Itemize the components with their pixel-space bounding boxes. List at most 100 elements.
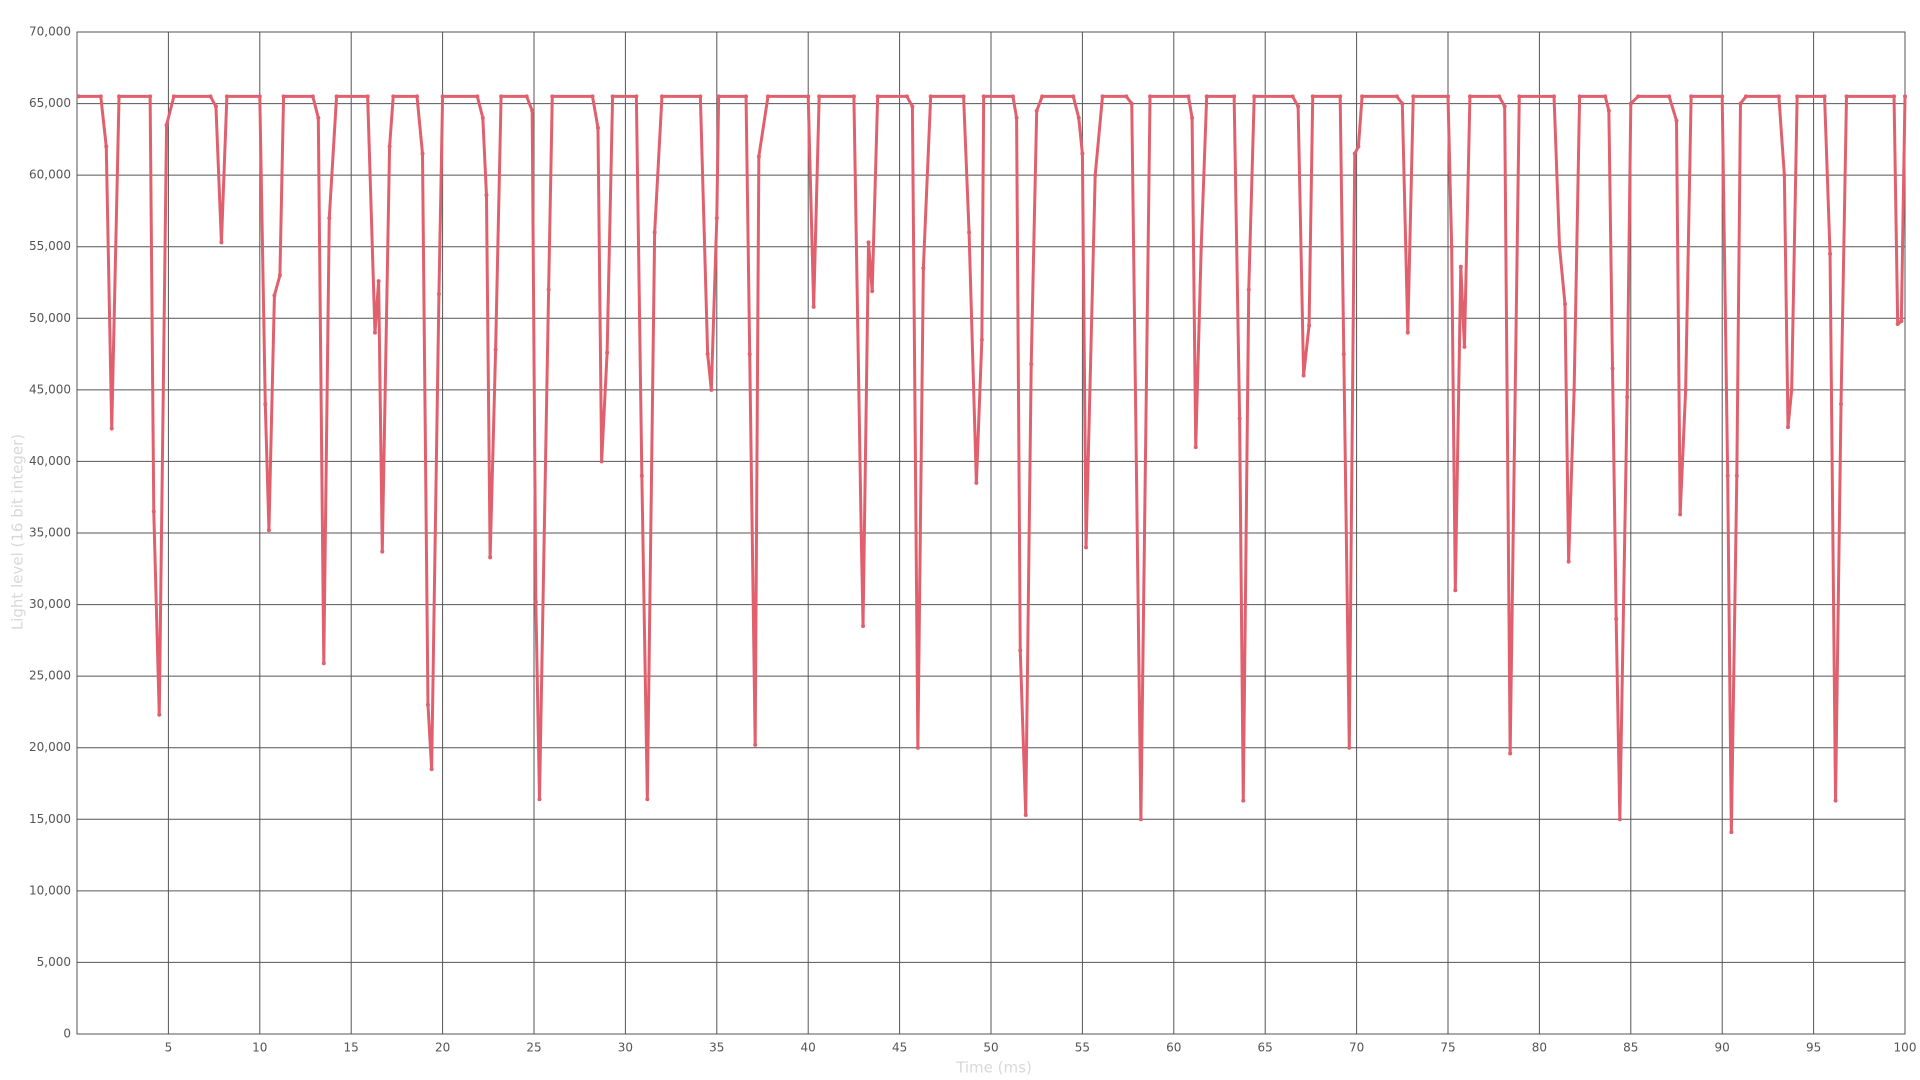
x-tick-label: 75: [1440, 1041, 1455, 1055]
y-tick-label: 35,000: [29, 526, 71, 540]
data-point: [1720, 94, 1725, 99]
x-tick-label: 50: [983, 1041, 998, 1055]
data-point: [599, 459, 604, 464]
data-point: [429, 767, 434, 772]
data-point: [1093, 173, 1098, 178]
data-point: [1338, 94, 1343, 99]
data-point: [257, 94, 262, 99]
data-point: [1903, 94, 1907, 99]
data-point: [475, 94, 480, 99]
x-axis-title: Time (ms): [955, 1059, 1032, 1077]
data-point: [1458, 264, 1463, 269]
data-point: [875, 94, 880, 99]
data-point: [321, 661, 326, 666]
data-point: [1497, 94, 1502, 99]
data-point: [1614, 616, 1619, 621]
data-point: [1678, 512, 1683, 517]
data-point: [1446, 94, 1450, 99]
data-point: [928, 94, 933, 99]
data-point: [1743, 94, 1748, 99]
y-tick-label: 55,000: [29, 239, 71, 253]
data-point: [1462, 344, 1467, 349]
data-point: [1786, 425, 1791, 430]
data-point: [1018, 648, 1023, 653]
data-point: [1892, 94, 1897, 99]
data-point: [1129, 101, 1134, 106]
data-point: [1508, 751, 1513, 756]
data-point: [870, 289, 875, 294]
data-point: [811, 304, 816, 309]
data-point: [1341, 352, 1346, 357]
data-point: [272, 293, 277, 298]
data-point: [714, 216, 719, 221]
data-point: [590, 94, 595, 99]
data-point: [1636, 94, 1641, 99]
data-point: [1010, 94, 1015, 99]
data-point: [530, 108, 535, 113]
data-point: [1124, 94, 1129, 99]
data-point: [1034, 108, 1039, 113]
data-point: [1625, 395, 1630, 400]
x-tick-label: 15: [344, 1041, 359, 1055]
data-point: [1186, 94, 1191, 99]
data-point: [1352, 151, 1357, 156]
data-point: [605, 350, 610, 355]
data-point: [148, 94, 153, 99]
data-point: [705, 352, 710, 357]
data-point: [709, 387, 714, 392]
y-tick-label: 20,000: [29, 740, 71, 754]
x-tick-label: 70: [1349, 1041, 1364, 1055]
data-point: [533, 599, 538, 604]
data-point: [1895, 322, 1900, 327]
x-tick-label: 20: [435, 1041, 450, 1055]
data-point: [1776, 94, 1781, 99]
data-point: [391, 94, 396, 99]
data-point: [1394, 94, 1399, 99]
data-point: [1232, 94, 1237, 99]
x-tick-label: 80: [1532, 1041, 1547, 1055]
x-tick-label: 10: [252, 1041, 267, 1055]
data-point: [904, 94, 909, 99]
data-point: [1606, 108, 1611, 113]
data-point: [480, 115, 485, 120]
x-tick-label: 40: [801, 1041, 816, 1055]
data-point: [415, 94, 420, 99]
data-point: [1552, 94, 1557, 99]
x-tick-label: 100: [1894, 1041, 1917, 1055]
data-point: [1795, 94, 1800, 99]
data-point: [281, 94, 286, 99]
data-point: [595, 125, 600, 130]
x-tick-label: 65: [1258, 1041, 1273, 1055]
x-tick-label: 25: [526, 1041, 541, 1055]
data-point: [117, 94, 122, 99]
data-point: [109, 426, 114, 431]
data-point: [765, 94, 770, 99]
data-point: [1148, 94, 1153, 99]
data-point: [1204, 94, 1209, 99]
data-point: [1237, 416, 1242, 421]
data-point: [1822, 94, 1827, 99]
x-tick-label: 5: [165, 1041, 173, 1055]
data-point: [744, 94, 749, 99]
data-point: [645, 797, 650, 802]
x-tick-label: 90: [1715, 1041, 1730, 1055]
data-point: [387, 144, 392, 149]
data-point: [1782, 173, 1787, 178]
data-point: [425, 702, 430, 707]
data-point: [1453, 588, 1458, 593]
data-point: [1014, 115, 1019, 120]
data-point: [1729, 830, 1734, 835]
data-point: [208, 94, 213, 99]
data-point: [1828, 251, 1833, 256]
data-point: [316, 115, 321, 120]
data-point: [1603, 94, 1608, 99]
data-point: [1100, 94, 1105, 99]
y-tick-label: 0: [63, 1027, 71, 1041]
y-axis-title: Light level (16 bit integer): [9, 434, 27, 630]
data-point: [1190, 115, 1195, 120]
x-tick-label: 30: [618, 1041, 633, 1055]
data-point: [634, 94, 639, 99]
data-point: [1572, 387, 1577, 392]
data-point: [1562, 301, 1567, 306]
